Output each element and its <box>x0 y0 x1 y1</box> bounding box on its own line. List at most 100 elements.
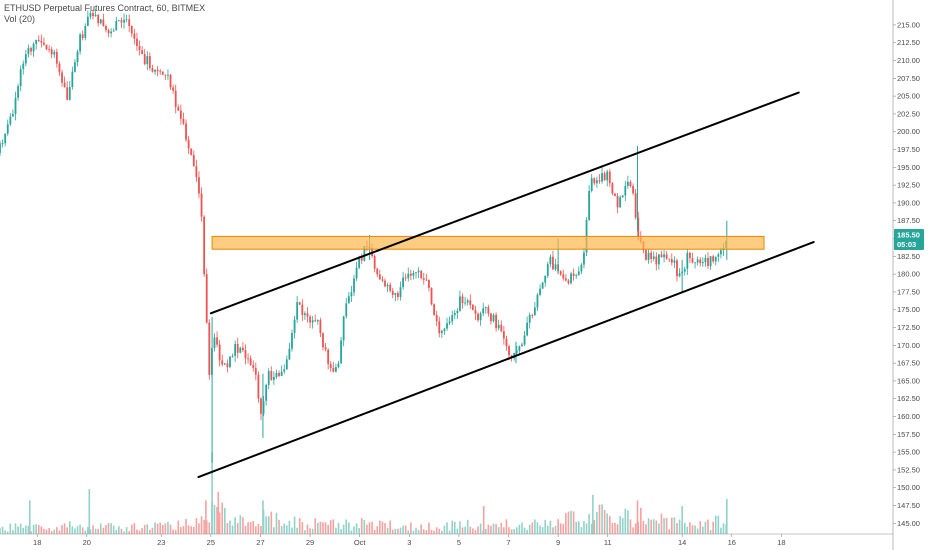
volume-bar <box>472 528 474 534</box>
volume-bar <box>30 531 32 534</box>
candle-body <box>172 87 175 91</box>
volume-bar <box>565 513 567 534</box>
volume-bar <box>218 512 221 534</box>
volume-bar <box>304 530 306 534</box>
candle-body <box>332 367 335 372</box>
volume-bar <box>717 515 720 534</box>
candle-body <box>107 29 110 34</box>
volume-bar <box>182 526 185 534</box>
volume-bar <box>407 530 410 534</box>
candle-body <box>45 44 48 50</box>
candle-body <box>226 363 229 367</box>
volume-bar <box>714 515 717 534</box>
volume-bars <box>0 452 728 534</box>
candle-body <box>4 133 7 144</box>
candle-body <box>428 279 430 288</box>
time-tick-label: 20 <box>83 538 91 547</box>
candle-body <box>6 124 9 134</box>
volume-bar <box>254 526 257 534</box>
volume-bar <box>19 523 22 534</box>
time-tick-label: 18 <box>777 538 785 547</box>
candle-body <box>536 294 539 308</box>
candle-body <box>81 34 84 38</box>
volume-bar <box>115 530 118 534</box>
candle-body <box>650 252 653 259</box>
volume-bar <box>180 527 182 534</box>
volume-bar <box>585 523 588 534</box>
candle-body <box>386 284 389 287</box>
volume-bar <box>273 527 275 534</box>
candle-body <box>48 49 50 51</box>
price-tick-label: 180.00 <box>897 270 920 279</box>
candle-body <box>500 324 503 332</box>
candle-body <box>319 320 322 334</box>
candle-body <box>707 257 709 267</box>
volume-bar <box>198 523 200 534</box>
candle-body <box>694 262 696 264</box>
candle-body <box>174 90 177 108</box>
volume-bar <box>345 519 348 534</box>
candle-body <box>588 190 591 221</box>
candle-body <box>257 374 260 399</box>
candle-body <box>417 270 420 273</box>
candle-body <box>234 343 237 356</box>
volume-bar <box>6 531 9 534</box>
volume-bar <box>379 520 381 534</box>
volume-bar <box>332 519 335 534</box>
candle-body <box>154 69 156 72</box>
candle-body <box>123 19 125 23</box>
candle-body <box>549 256 552 265</box>
volume-bar <box>216 507 218 534</box>
volume-bar <box>87 527 89 534</box>
price-tick-label: 162.50 <box>897 394 920 403</box>
candle-body <box>280 371 283 376</box>
candle-body <box>523 335 526 345</box>
candle-body <box>717 254 720 257</box>
candles <box>0 9 728 463</box>
candle-body <box>583 252 585 265</box>
price-tick-label: 187.50 <box>897 216 920 225</box>
candle-body <box>303 313 306 316</box>
volume-spike <box>482 506 485 534</box>
volume-bar <box>249 522 252 534</box>
volume-bar <box>673 517 676 534</box>
volume-bar <box>696 528 699 534</box>
candle-body <box>185 123 187 140</box>
candle-body <box>546 264 549 276</box>
volume-bar <box>43 528 45 534</box>
volume-bar <box>25 525 27 534</box>
candle-body <box>420 270 423 279</box>
volume-bar <box>329 520 332 534</box>
volume-bar <box>74 528 76 534</box>
volume-bar <box>353 526 355 534</box>
candle-body <box>192 154 195 167</box>
candle-body <box>363 246 366 261</box>
volume-bar <box>161 524 164 534</box>
volume-bar <box>598 504 601 534</box>
volume-bar <box>146 524 149 534</box>
volume-bar <box>539 525 541 534</box>
volume-bar <box>360 517 363 534</box>
time-axis[interactable]: 18 20 23 25 27 29 Oct 3 5 7 9 11 14 16 18 <box>0 533 893 547</box>
volume-bar <box>495 524 497 534</box>
candle-body <box>443 328 446 331</box>
volume-bar <box>384 523 386 534</box>
candle-body <box>161 71 164 75</box>
candle-body <box>0 143 1 154</box>
candle-body <box>572 273 575 276</box>
volume-bar <box>549 520 552 534</box>
volume-bar <box>286 525 288 534</box>
candle-body <box>515 350 518 353</box>
candle-body <box>66 87 69 100</box>
volume-bar <box>593 520 596 534</box>
candle-body <box>430 287 433 305</box>
volume-bar <box>523 527 526 534</box>
candle-body <box>696 259 699 263</box>
volume-bar <box>552 527 554 534</box>
candle-body <box>415 272 417 274</box>
volume-bar <box>0 528 1 534</box>
volume-bar <box>557 519 559 534</box>
price-axis[interactable]: 145.00 147.50 150.00 152.50 155.00 157.50 160.… <box>892 0 920 550</box>
